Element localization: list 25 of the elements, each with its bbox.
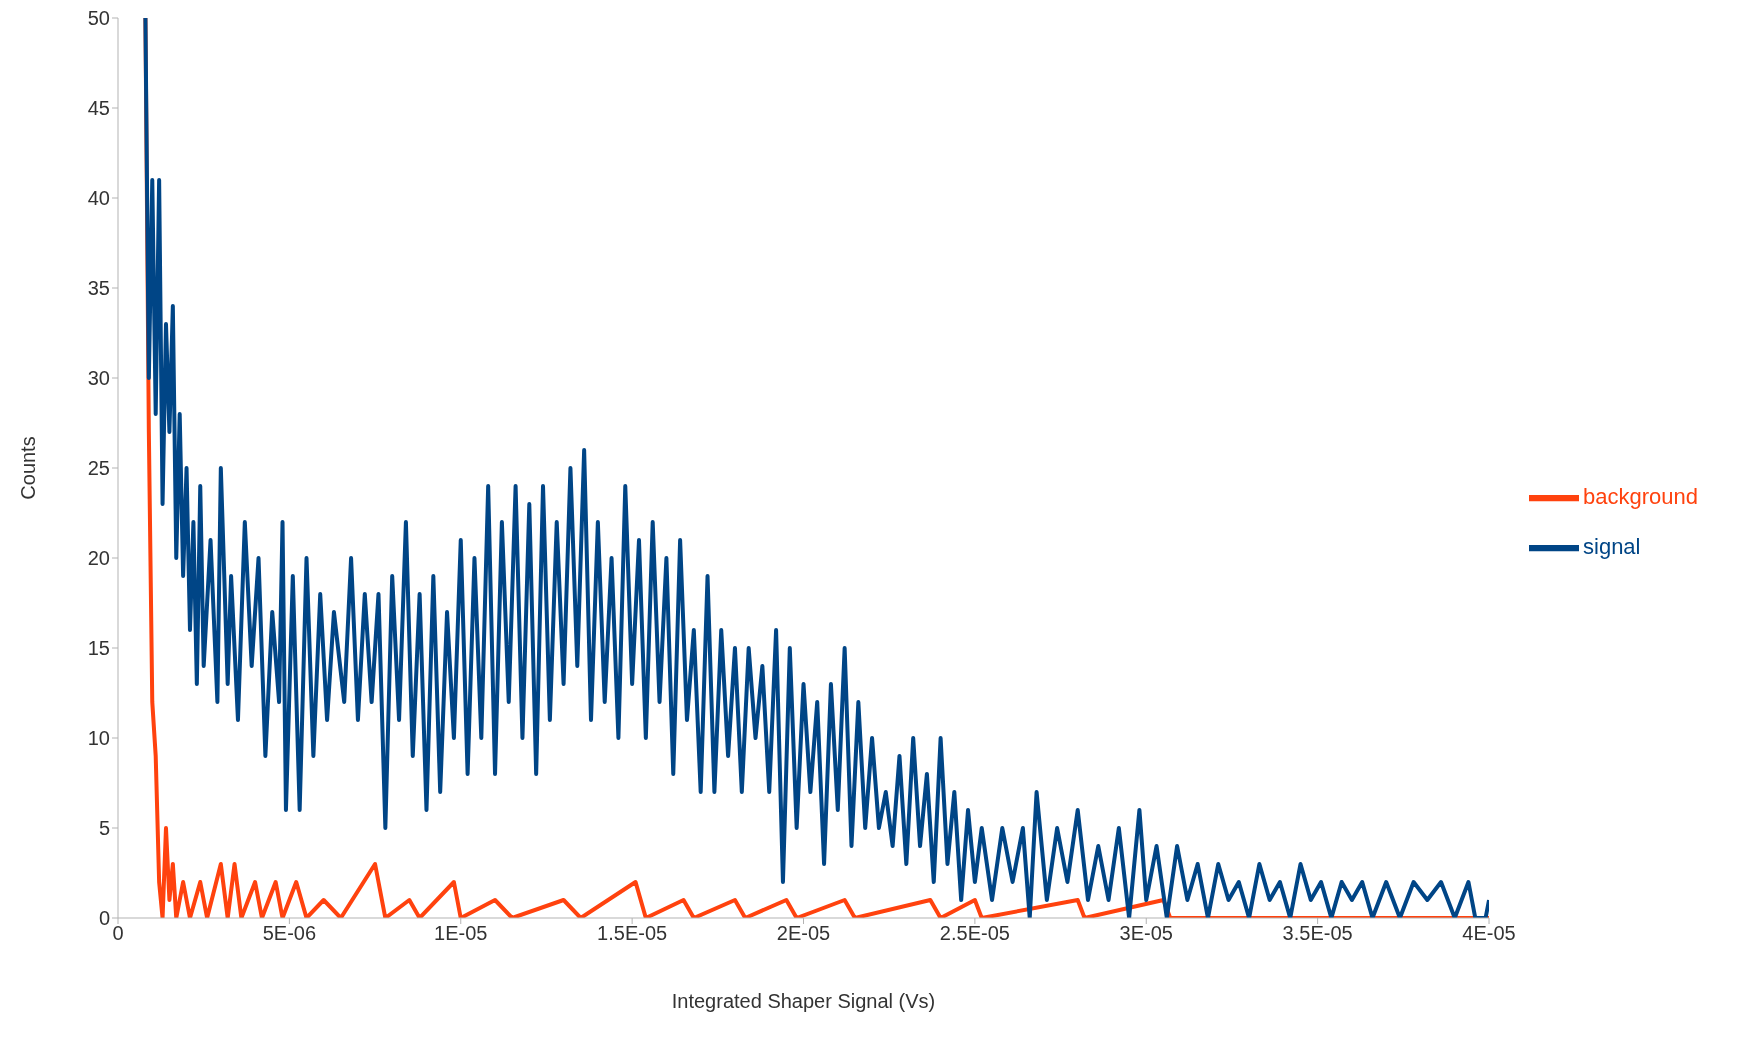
x-tick-label: 2.5E-05 bbox=[939, 922, 1010, 945]
legend-label: signal bbox=[1583, 533, 1641, 559]
x-tick-label: 0 bbox=[112, 922, 124, 945]
y-tick-label: 0 bbox=[98, 907, 110, 930]
legend-label: background bbox=[1583, 483, 1698, 509]
x-tick-label: 1.5E-05 bbox=[597, 922, 668, 945]
x-tick-label: 3.5E-05 bbox=[1282, 922, 1353, 945]
x-axis-title: Integrated Shaper Signal (Vs) bbox=[671, 990, 936, 1012]
line-series bbox=[143, 18, 1490, 918]
x-tick-label: 1E-05 bbox=[434, 922, 488, 945]
y-tick-label: 15 bbox=[87, 637, 110, 660]
y-tick-label: 5 bbox=[98, 817, 110, 840]
x-tick-label: 5E-06 bbox=[262, 922, 317, 945]
y-tick-label: 20 bbox=[87, 547, 110, 570]
y-tick-label: 40 bbox=[87, 187, 110, 210]
y-tick-label: 10 bbox=[87, 727, 110, 750]
y-tick-label: 45 bbox=[87, 97, 110, 120]
x-tick-label: 3E-05 bbox=[1119, 922, 1173, 945]
x-tick-label: 4E-05 bbox=[1462, 922, 1516, 945]
y-tick-label: 35 bbox=[87, 277, 110, 300]
y-axis-title: Counts bbox=[17, 436, 40, 500]
y-tick-label: 50 bbox=[87, 7, 110, 30]
x-tick-label: 2E-05 bbox=[776, 922, 831, 945]
y-tick-label: 30 bbox=[87, 367, 110, 390]
y-tick-label: 25 bbox=[87, 457, 110, 480]
